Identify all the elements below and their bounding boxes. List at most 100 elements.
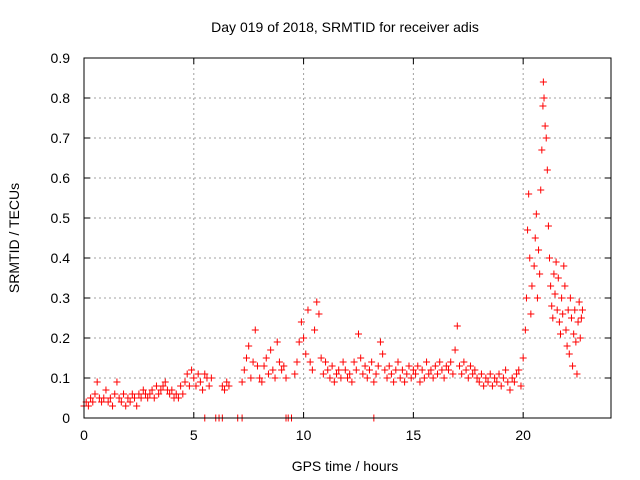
data-point (416, 378, 424, 386)
data-point (291, 370, 299, 378)
data-point (578, 306, 586, 314)
data-point (542, 134, 550, 142)
data-point (528, 282, 536, 290)
data-point (120, 390, 128, 398)
data-point (538, 146, 546, 154)
data-point (91, 390, 99, 398)
data-point (519, 354, 527, 362)
data-point (159, 382, 167, 390)
data-point (363, 374, 371, 382)
data-point (269, 366, 277, 374)
data-point (536, 270, 544, 278)
data-point (522, 294, 530, 302)
x-axis: 0 5 10 15 20 (80, 58, 531, 443)
data-point (376, 338, 384, 346)
data-point (168, 386, 176, 394)
data-point (574, 318, 582, 326)
data-point (431, 362, 439, 370)
data-point (440, 374, 448, 382)
data-point (460, 358, 468, 366)
data-point (319, 370, 327, 378)
y-tick-label: 0.3 (51, 290, 71, 306)
data-point (549, 314, 557, 322)
data-point (555, 318, 563, 326)
x-tick-label: 0 (80, 427, 88, 443)
data-point (370, 378, 378, 386)
data-point (102, 386, 110, 394)
data-point (346, 370, 354, 378)
data-point (113, 378, 121, 386)
data-point (185, 382, 193, 390)
data-point (455, 362, 463, 370)
data-point (267, 346, 275, 354)
data-point (295, 338, 303, 346)
data-point (304, 306, 312, 314)
data-point (434, 370, 442, 378)
data-point (409, 366, 417, 374)
data-point (361, 362, 369, 370)
data-point (517, 382, 525, 390)
x-tick-label: 15 (406, 427, 422, 443)
series-srmtid (80, 78, 586, 422)
data-point (458, 370, 466, 378)
data-point (280, 362, 288, 370)
data-point (484, 378, 492, 386)
data-point (565, 350, 573, 358)
data-point (577, 314, 585, 322)
data-point (109, 402, 117, 410)
data-point (535, 246, 543, 254)
data-point (442, 362, 450, 370)
data-point (570, 330, 578, 338)
data-point (418, 366, 426, 374)
data-point (451, 346, 459, 354)
data-point (425, 370, 433, 378)
data-point (521, 326, 529, 334)
data-point (144, 394, 152, 402)
data-point (275, 358, 283, 366)
data-point (247, 374, 255, 382)
data-point (242, 354, 250, 362)
data-point (394, 358, 402, 366)
y-tick-label: 0.8 (51, 90, 71, 106)
data-point (282, 374, 290, 382)
data-point (179, 390, 187, 398)
data-point (337, 374, 345, 382)
data-point (486, 370, 494, 378)
data-point (541, 122, 549, 130)
x-axis-label: GPS time / hours (292, 458, 399, 474)
data-point (328, 362, 336, 370)
data-point (491, 374, 499, 382)
data-point (401, 378, 409, 386)
data-point (572, 338, 580, 346)
data-point (449, 370, 457, 378)
data-point (293, 358, 301, 366)
data-point (495, 370, 503, 378)
data-point (365, 366, 373, 374)
data-point (174, 394, 182, 402)
data-point (414, 362, 422, 370)
data-point (100, 394, 108, 402)
data-point (372, 370, 380, 378)
data-point (311, 326, 319, 334)
data-point (530, 262, 538, 270)
data-point (87, 394, 95, 402)
data-point (540, 94, 548, 102)
data-point (438, 366, 446, 374)
data-point (104, 398, 112, 406)
data-point (423, 358, 431, 366)
data-point (199, 386, 207, 394)
data-point (300, 334, 308, 342)
data-point (543, 166, 551, 174)
data-point (302, 350, 310, 358)
data-point (218, 382, 226, 390)
data-point (139, 386, 147, 394)
data-point (115, 394, 123, 402)
data-point (368, 358, 376, 366)
data-point (225, 382, 233, 390)
y-tick-label: 0.6 (51, 170, 71, 186)
data-point (576, 334, 584, 342)
data-point (183, 370, 191, 378)
data-point (146, 390, 154, 398)
data-point (499, 374, 507, 382)
